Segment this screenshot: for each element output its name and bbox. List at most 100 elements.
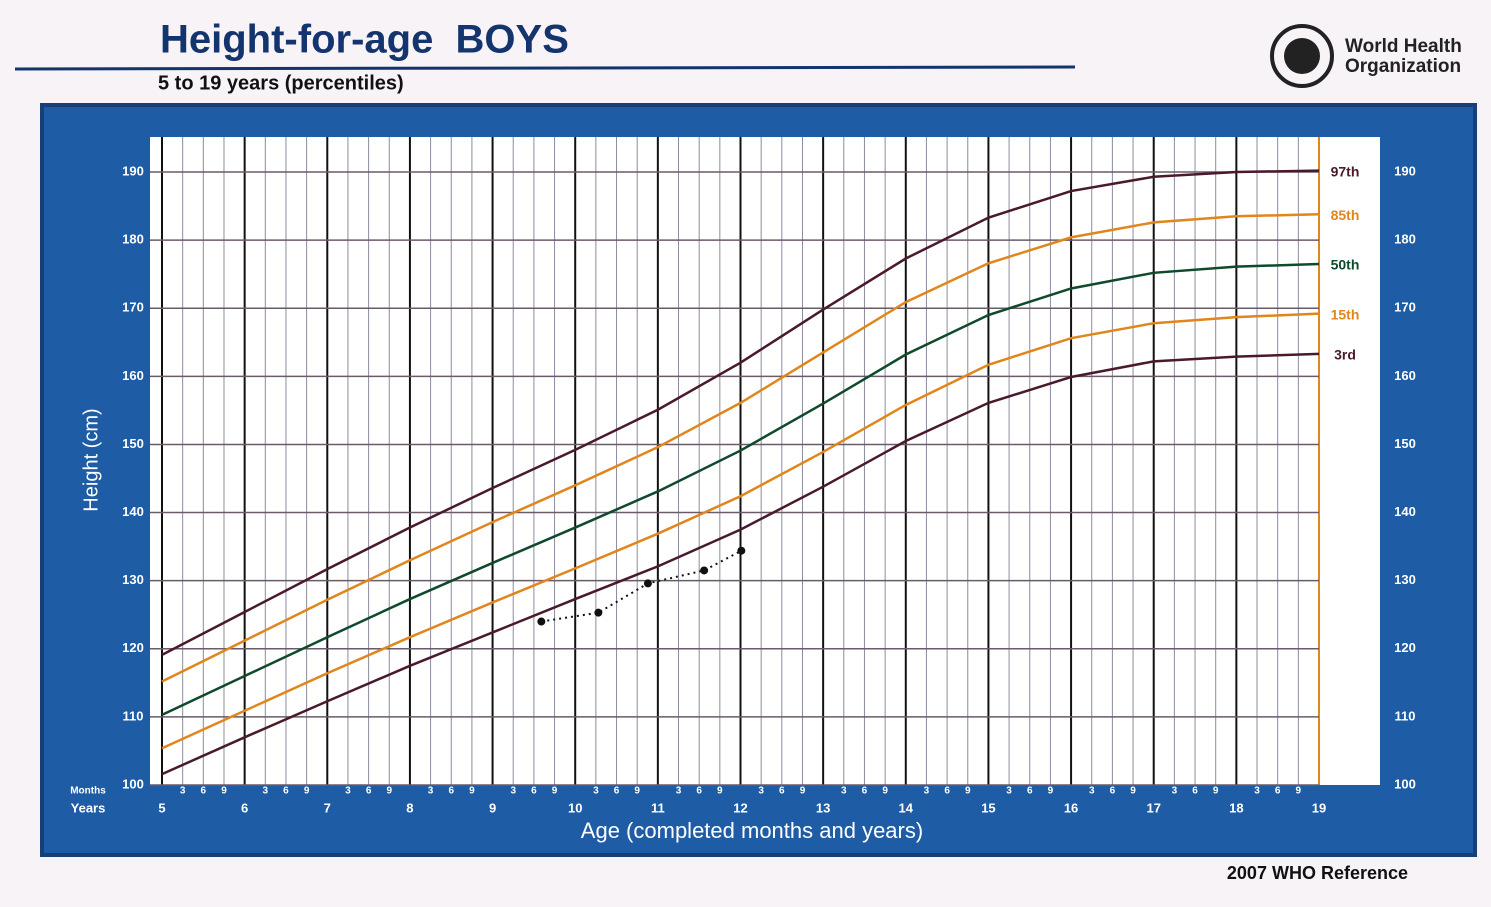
series-label: 3rd [1334, 347, 1356, 363]
x-month-label: 3 [1089, 786, 1095, 797]
y-tick-label-right: 180 [1394, 232, 1416, 247]
x-tick-label: 14 [899, 800, 914, 815]
x-month-label: 6 [862, 786, 868, 797]
x-month-label: 6 [201, 786, 207, 797]
y-tick-label: 120 [122, 640, 144, 655]
series-label: 97th [1331, 163, 1360, 179]
x-month-label: 3 [593, 786, 599, 797]
x-month-label: 3 [428, 786, 434, 797]
logo-text: World Health [1345, 36, 1462, 57]
row-label: Years [71, 800, 106, 815]
x-month-label: 9 [717, 786, 723, 797]
grid [150, 137, 1320, 786]
x-month-label: 6 [283, 786, 289, 797]
x-month-label: 3 [510, 786, 516, 797]
y-tick-label-right: 130 [1394, 572, 1416, 587]
x-tick-label: 13 [816, 800, 830, 815]
who-logo: World Health Organization [1270, 24, 1462, 88]
x-month-label: 6 [779, 786, 785, 797]
x-tick-label: 10 [568, 800, 582, 815]
x-tick-label: 6 [241, 800, 248, 815]
row-label: Months [70, 786, 106, 797]
measurement-point [537, 617, 546, 626]
chart-title: Height-for-age BOYS [160, 18, 569, 62]
x-tick-label: 19 [1312, 800, 1326, 815]
x-month-label: 6 [1027, 786, 1033, 797]
y-tick-label: 140 [122, 504, 144, 519]
x-month-label: 6 [696, 786, 702, 797]
x-month-label: 9 [800, 786, 806, 797]
series-label: 15th [1331, 306, 1360, 322]
x-axis-title: Age (completed months and years) [581, 818, 923, 843]
logo-globe [1284, 38, 1320, 74]
x-month-label: 6 [366, 786, 372, 797]
x-tick-label: 15 [981, 800, 995, 815]
x-month-label: 9 [552, 786, 558, 797]
x-month-label: 3 [924, 786, 930, 797]
x-month-label: 9 [1048, 786, 1054, 797]
series-label: 85th [1331, 207, 1360, 223]
x-tick-label: 7 [324, 800, 331, 815]
x-month-label: 6 [1275, 786, 1281, 797]
x-month-label: 3 [676, 786, 682, 797]
x-tick-label: 9 [489, 800, 496, 815]
x-month-label: 9 [469, 786, 475, 797]
x-month-label: 3 [1172, 786, 1178, 797]
x-month-label: 9 [304, 786, 310, 797]
y-tick-label: 150 [122, 436, 144, 451]
percentile-line [161, 312, 1320, 750]
percentile-line [161, 352, 1320, 776]
y-tick-label: 100 [122, 776, 144, 791]
measurement-point [700, 566, 709, 575]
y-tick-label: 160 [122, 368, 144, 383]
x-month-label: 6 [614, 786, 620, 797]
x-month-label: 9 [1296, 786, 1302, 797]
measurement-point [594, 608, 603, 617]
x-month-label: 3 [1254, 786, 1260, 797]
chart-subtitle: 5 to 19 years (percentiles) [158, 72, 404, 94]
x-month-label: 3 [263, 786, 269, 797]
y-axis-title: Height (cm) [80, 408, 102, 511]
x-month-label: 9 [882, 786, 888, 797]
x-tick-label: 16 [1064, 800, 1078, 815]
measurement-point [643, 579, 652, 588]
y-tick-label-right: 170 [1394, 300, 1416, 315]
x-month-label: 6 [944, 786, 950, 797]
y-tick-label-right: 120 [1394, 640, 1416, 655]
y-tick-label: 180 [122, 232, 144, 247]
x-month-label: 9 [1130, 786, 1136, 797]
y-tick-label-right: 100 [1394, 776, 1416, 791]
y-tick-label: 130 [122, 572, 144, 587]
x-tick-label: 8 [406, 800, 413, 815]
y-tick-label-right: 150 [1394, 436, 1416, 451]
x-month-label: 6 [531, 786, 537, 797]
x-month-label: 3 [758, 786, 764, 797]
y-tick-label: 190 [122, 163, 144, 178]
x-month-label: 6 [1192, 786, 1198, 797]
x-month-label: 9 [386, 786, 392, 797]
x-tick-label: 11 [651, 800, 665, 815]
percentile-line [161, 169, 1320, 657]
logo-text: Organization [1345, 56, 1461, 77]
y-tick-label-right: 140 [1394, 504, 1416, 519]
x-month-label: 6 [1110, 786, 1116, 797]
x-month-label: 9 [634, 786, 640, 797]
y-tick-label-right: 110 [1395, 708, 1416, 723]
x-month-label: 3 [180, 786, 186, 797]
percentile-line [161, 212, 1320, 683]
x-month-label: 9 [1213, 786, 1219, 797]
x-tick-label: 5 [158, 800, 165, 815]
title-rule [14, 65, 1076, 71]
logo-emblem [1270, 24, 1334, 88]
y-tick-label: 110 [123, 708, 144, 723]
x-month-label: 3 [1006, 786, 1012, 797]
series-label: 50th [1331, 257, 1360, 273]
x-month-label: 9 [965, 786, 971, 797]
y-tick-label-right: 190 [1394, 163, 1416, 178]
source-note: 2007 WHO Reference [1227, 863, 1408, 883]
x-tick-label: 12 [733, 800, 747, 815]
y-tick-label: 170 [122, 300, 144, 315]
x-tick-label: 18 [1229, 800, 1243, 815]
x-month-label: 3 [841, 786, 847, 797]
